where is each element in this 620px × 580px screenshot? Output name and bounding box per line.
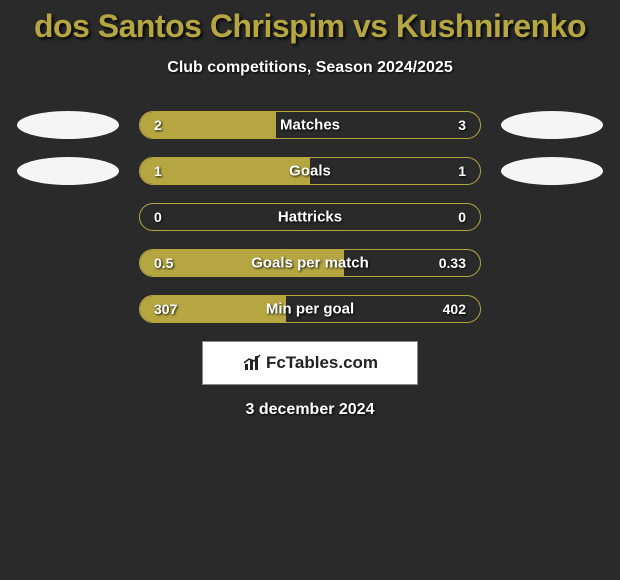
- stat-row: 0 Hattricks 0: [0, 203, 620, 231]
- stat-bar: 1 Goals 1: [139, 157, 481, 185]
- stat-label: Hattricks: [278, 209, 342, 226]
- right-ellipse: [501, 157, 603, 185]
- left-ellipse: [17, 157, 119, 185]
- stat-label: Min per goal: [266, 301, 354, 318]
- stat-right-value: 1: [458, 163, 466, 179]
- stat-label: Goals per match: [251, 255, 369, 272]
- chart-icon: [242, 354, 262, 372]
- stat-row: 307 Min per goal 402: [0, 295, 620, 323]
- stat-label: Matches: [280, 117, 340, 134]
- stat-bar: 307 Min per goal 402: [139, 295, 481, 323]
- right-ellipse: [501, 111, 603, 139]
- stat-left-value: 307: [154, 301, 177, 317]
- stat-right-value: 3: [458, 117, 466, 133]
- subtitle: Club competitions, Season 2024/2025: [0, 59, 620, 77]
- stat-left-value: 0: [154, 209, 162, 225]
- stat-left-value: 0.5: [154, 255, 173, 271]
- stat-right-value: 0: [458, 209, 466, 225]
- date-line: 3 december 2024: [0, 401, 620, 419]
- stat-right-value: 402: [443, 301, 466, 317]
- stat-left-value: 1: [154, 163, 162, 179]
- stat-rows: 2 Matches 3 1 Goals 1 0 Hattricks 0 0.5 Goals per …: [0, 111, 620, 323]
- stat-row: 1 Goals 1: [0, 157, 620, 185]
- stat-label: Goals: [289, 163, 331, 180]
- stat-bar: 0.5 Goals per match 0.33: [139, 249, 481, 277]
- stat-bar: 0 Hattricks 0: [139, 203, 481, 231]
- stat-row: 0.5 Goals per match 0.33: [0, 249, 620, 277]
- page-title: dos Santos Chrispim vs Kushnirenko: [0, 0, 620, 45]
- left-ellipse: [17, 111, 119, 139]
- stat-bar-fill: [140, 158, 310, 184]
- stat-bar: 2 Matches 3: [139, 111, 481, 139]
- stat-row: 2 Matches 3: [0, 111, 620, 139]
- stat-left-value: 2: [154, 117, 162, 133]
- stat-right-value: 0.33: [439, 255, 466, 271]
- brand-box[interactable]: FcTables.com: [202, 341, 418, 385]
- brand-label: FcTables.com: [266, 353, 378, 373]
